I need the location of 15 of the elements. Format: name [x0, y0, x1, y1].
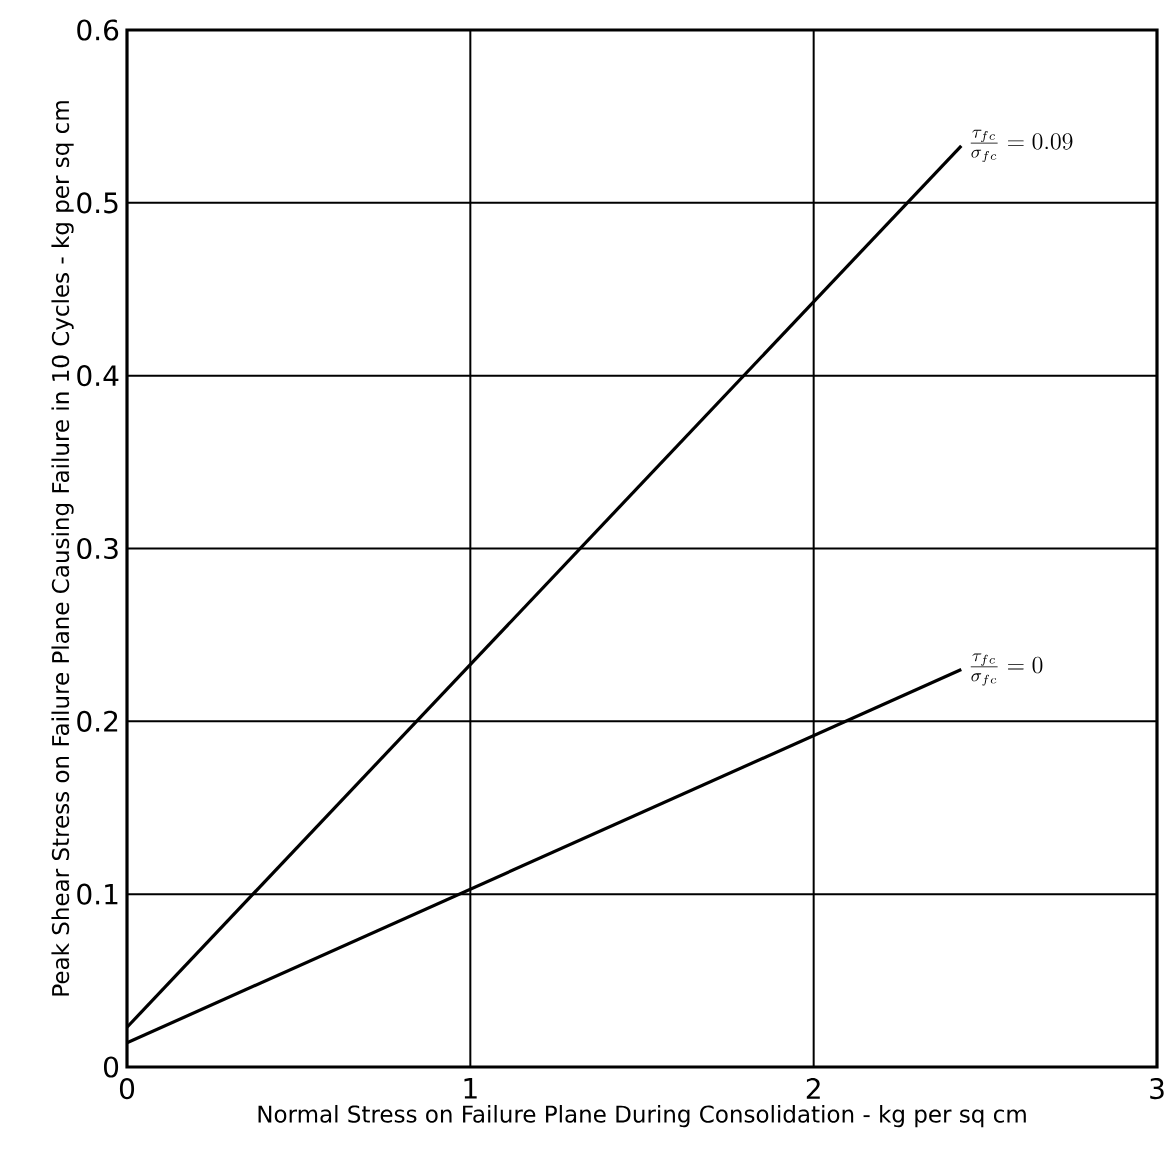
series-label: $\frac{\tau_{fc}}{\sigma_{fc}} = 0.09$: [970, 129, 1073, 162]
y-tick-label: 0.6: [77, 19, 119, 41]
series-label: $\frac{\tau_{fc}}{\sigma_{fc}} = 0$: [970, 653, 1043, 686]
y-axis-title: Peak Shear Stress on Failure Plane Causing Failure in 10 Cycles - kg per sq cm: [51, 101, 74, 996]
x-tick-label: 1: [464, 1078, 477, 1099]
x-tick-label: 3: [1150, 1078, 1164, 1100]
y-tick-label: 0.4: [77, 365, 119, 387]
y-tick-label: 0: [103, 1056, 119, 1078]
x-tick-label: 2: [806, 1078, 820, 1099]
x-tick-label: 0: [119, 1078, 135, 1100]
y-tick-label: 0.3: [77, 537, 118, 560]
y-tick-label: 0.1: [77, 883, 118, 905]
x-axis-title: Normal Stress on Failure Plane During Consolidation - kg per sq cm: [258, 1104, 1026, 1128]
y-tick-label: 0.5: [77, 192, 118, 214]
y-tick-label: 0.2: [77, 710, 118, 732]
